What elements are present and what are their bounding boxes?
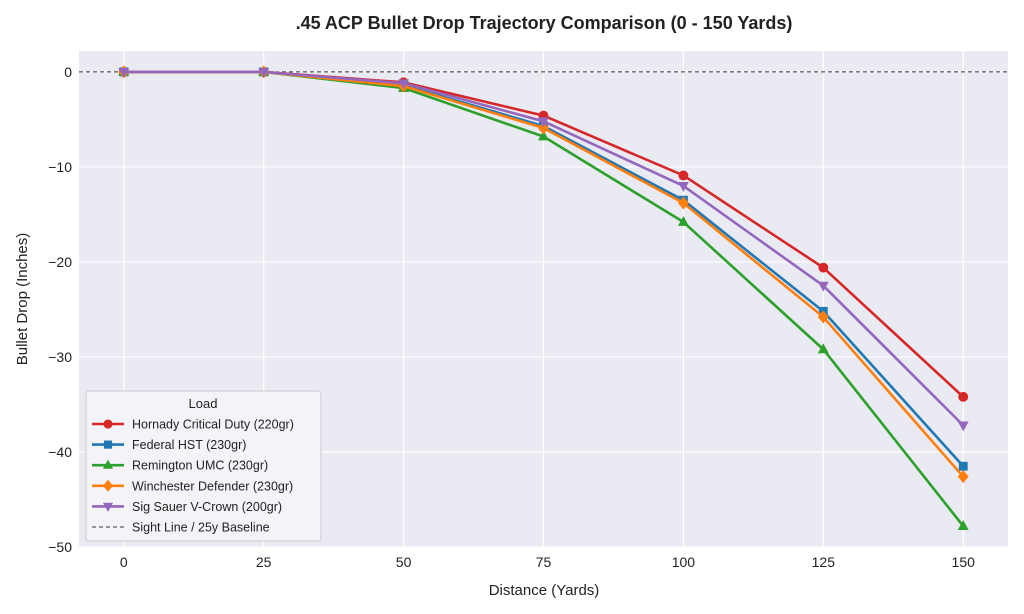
legend-item: Remington UMC (230gr) (92, 459, 268, 473)
x-tick-label: 100 (672, 554, 696, 570)
x-tick-label: 125 (812, 554, 836, 570)
y-tick-label: −20 (48, 254, 72, 270)
data-point (817, 281, 829, 292)
data-point (538, 130, 549, 141)
legend-item: Federal HST (230gr) (92, 438, 246, 452)
legend-item: Hornady Critical Duty (220gr) (92, 418, 294, 432)
data-point (817, 310, 829, 324)
series-5 (118, 68, 969, 432)
x-axis-label: Distance (Yards) (489, 582, 600, 599)
legend-marker (102, 479, 114, 492)
legend-label: Federal HST (230gr) (132, 438, 246, 452)
chart-title: .45 ACP Bullet Drop Trajectory Compariso… (296, 13, 793, 33)
x-tick-label: 25 (256, 554, 272, 570)
tick-labels: 0 25 50 75 100 125 150 0 −10 −20 −30 −40 −50 (48, 64, 975, 570)
y-tick-label: −10 (48, 159, 72, 175)
legend-title: Load (189, 396, 218, 411)
data-point (677, 196, 689, 210)
data-point (958, 461, 968, 471)
legend-marker (103, 419, 113, 429)
legend-label: Sig Sauer V-Crown (200gr) (132, 500, 282, 514)
legend-item: Sight Line / 25y Baseline (92, 521, 270, 535)
data-point (538, 121, 549, 135)
data-point (677, 216, 689, 226)
y-tick-label: 0 (64, 64, 72, 80)
legend-label: Remington UMC (230gr) (132, 459, 268, 473)
legend-items: Hornady Critical Duty (220gr) Federal HST… (92, 418, 294, 535)
legend-marker (103, 440, 113, 449)
data-point (678, 170, 689, 181)
data-point (957, 421, 969, 432)
legend-marker (102, 459, 114, 469)
data-point (818, 262, 829, 273)
y-tick-label: −50 (48, 539, 72, 555)
legend-label: Hornady Critical Duty (220gr) (132, 418, 294, 432)
legend-marker (102, 502, 114, 512)
legend-item: Sig Sauer V-Crown (200gr) (92, 500, 282, 514)
data-point (957, 470, 969, 484)
data-point (957, 520, 969, 530)
x-tick-label: 50 (396, 554, 412, 570)
legend: Load Hornady Critical Duty (220gr) Federa… (85, 390, 322, 542)
series-group (118, 65, 969, 530)
legend-box (85, 390, 322, 542)
data-point (538, 117, 549, 128)
y-axis-label: Bullet Drop (Inches) (14, 233, 31, 366)
data-point (677, 182, 689, 192)
data-point (118, 68, 130, 78)
legend-label: Sight Line / 25y Baseline (132, 521, 270, 535)
data-point (258, 68, 270, 78)
x-tick-label: 150 (952, 554, 976, 570)
y-tick-label: −40 (48, 444, 72, 460)
legend-label: Winchester Defender (230gr) (132, 479, 293, 493)
x-tick-label: 75 (536, 554, 552, 570)
legend-item: Winchester Defender (230gr) (92, 479, 293, 493)
x-tick-label: 0 (120, 554, 128, 570)
data-point (817, 343, 829, 354)
y-tick-label: −30 (48, 349, 72, 365)
data-point (958, 391, 969, 402)
data-point (398, 79, 410, 90)
